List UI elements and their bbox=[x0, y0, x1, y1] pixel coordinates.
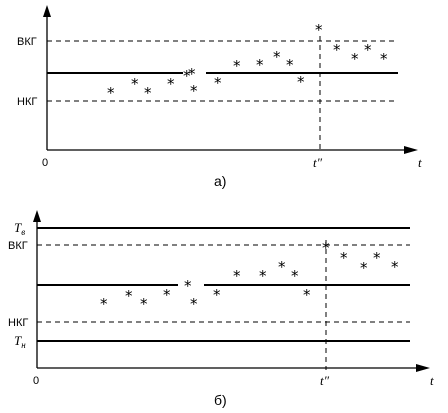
point-a-14: * bbox=[315, 21, 323, 39]
point-a-8: * bbox=[214, 74, 222, 92]
point-b-15: * bbox=[360, 259, 368, 277]
point-a-18: * bbox=[380, 50, 388, 68]
point-b-2: * bbox=[125, 287, 133, 305]
tu-label-b: Tв bbox=[14, 220, 25, 237]
point-b-13: * bbox=[322, 239, 330, 257]
t-mark-label-b: t″ bbox=[320, 373, 330, 388]
point-a-3: * bbox=[144, 84, 152, 102]
t-mark-label-a: t″ bbox=[313, 155, 323, 170]
t-axis-label-a: t bbox=[418, 155, 422, 170]
point-a-13: * bbox=[297, 73, 305, 91]
tl-label-b: Tн bbox=[14, 333, 26, 350]
point-b-6: * bbox=[190, 295, 198, 313]
y-axis-arrow-a bbox=[43, 5, 51, 17]
point-a-12: * bbox=[286, 56, 294, 74]
ucl-label-b: ВКГ bbox=[8, 240, 28, 252]
origin-label-b: 0 bbox=[33, 375, 39, 387]
caption-b: б) bbox=[214, 392, 227, 408]
point-a-6: * bbox=[188, 65, 196, 83]
point-a-17: * bbox=[364, 41, 372, 59]
point-a-7: * bbox=[190, 82, 198, 100]
panel-a: ВКГ НКГ 0 t t″ а) * * * * * * * * * * * … bbox=[17, 5, 422, 189]
point-b-7: * bbox=[213, 286, 221, 304]
point-b-17: * bbox=[391, 258, 399, 276]
point-b-3: * bbox=[140, 295, 148, 313]
point-b-4: * bbox=[163, 286, 171, 304]
lcl-label-a: НКГ bbox=[17, 96, 37, 108]
point-a-5: * bbox=[183, 67, 191, 85]
point-b-16: * bbox=[373, 249, 381, 267]
point-a-1: * bbox=[107, 84, 115, 102]
point-b-5: * bbox=[184, 277, 192, 295]
point-a-2: * bbox=[131, 75, 139, 93]
x-axis-arrow-a bbox=[404, 146, 418, 154]
point-b-12: * bbox=[303, 286, 311, 304]
point-a-11: * bbox=[273, 48, 281, 66]
lcl-label-b: НКГ bbox=[8, 317, 28, 329]
t-axis-label-b: t bbox=[430, 373, 434, 388]
origin-label-a: 0 bbox=[42, 157, 48, 169]
point-a-16: * bbox=[351, 50, 359, 68]
y-axis-arrow-b bbox=[33, 210, 41, 222]
point-a-15: * bbox=[333, 41, 341, 59]
x-axis-arrow-b bbox=[416, 364, 430, 372]
ucl-label-a: ВКГ bbox=[17, 36, 37, 48]
point-a-4: * bbox=[167, 75, 175, 93]
point-b-9: * bbox=[259, 267, 267, 285]
point-b-10: * bbox=[278, 258, 286, 276]
panel-b: Tв ВКГ НКГ Tн 0 t t″ б) * * * * * * * * … bbox=[8, 210, 434, 408]
point-a-10: * bbox=[256, 56, 264, 74]
point-b-11: * bbox=[291, 267, 299, 285]
caption-a: а) bbox=[214, 173, 226, 189]
point-b-14: * bbox=[340, 249, 348, 267]
point-b-1: * bbox=[100, 295, 108, 313]
point-b-8: * bbox=[233, 267, 241, 285]
point-a-9: * bbox=[233, 57, 241, 75]
